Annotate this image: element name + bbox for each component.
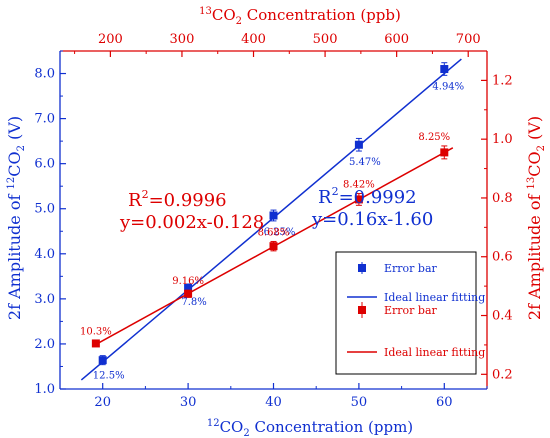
left-tick-label: 4.0 (34, 247, 55, 262)
red-data-point (91, 339, 100, 348)
right-tick-label: 1.0 (492, 132, 513, 147)
legend-item-red-fit: Ideal linear fitting (347, 346, 485, 359)
bottom-tick-label: 40 (265, 395, 282, 410)
legend-item-red-error-bar: Error bar (358, 302, 438, 318)
legend: Error bar Ideal linear fitting Error bar… (335, 251, 485, 375)
blue-data-point (440, 65, 449, 74)
right-axis: 0.2 0.4 0.6 0.8 1.0 1.2 (481, 50, 513, 382)
left-axis: 1.0 2.0 3.0 4.0 5.0 6.0 7.0 8.0 (34, 50, 66, 397)
bottom-tick-label: 60 (436, 395, 453, 410)
red-equation: y=0.002x-0.128 (119, 212, 264, 233)
red-r-squared: R2=0.9996 (128, 188, 227, 211)
blue-point-label: 6.25% (264, 227, 296, 238)
blue-point-label: 4.94% (432, 81, 464, 92)
bottom-tick-label: 30 (180, 395, 197, 410)
top-tick-label: 700 (456, 32, 481, 47)
red-point-label: 8.25% (418, 132, 450, 143)
left-tick-label: 2.0 (34, 337, 55, 352)
legend-blue-marker (358, 264, 366, 272)
top-tick-label: 600 (384, 32, 409, 47)
left-tick-label: 8.0 (34, 67, 55, 82)
bottom-tick-label: 50 (351, 395, 368, 410)
red-data-point (269, 242, 278, 251)
right-tick-label: 0.4 (492, 309, 513, 324)
blue-data-point (269, 211, 278, 220)
red-data-point (354, 195, 363, 204)
left-axis-title: 2f Amplitude of 12CO2 (V) (5, 116, 27, 320)
blue-point-label: 5.47% (349, 157, 381, 168)
legend-label: Ideal linear fitting (384, 291, 485, 304)
blue-point-label: 7.8% (181, 297, 206, 308)
left-tick-label: 1.0 (34, 382, 55, 397)
right-axis-title: 2f Amplitude of 13CO2 (V) (525, 116, 547, 320)
top-tick-label: 200 (98, 32, 123, 47)
right-tick-label: 0.2 (492, 367, 513, 382)
right-tick-label: 0.6 (492, 250, 513, 265)
legend-red-marker (358, 306, 366, 314)
red-point-label: 8.42% (343, 180, 375, 191)
right-tick-label: 0.8 (492, 191, 513, 206)
legend-item-blue-fit: Ideal linear fitting (347, 291, 485, 304)
left-tick-label: 5.0 (34, 202, 55, 217)
red-data-point (440, 148, 449, 157)
bottom-tick-label: 20 (94, 395, 111, 410)
blue-equation: y=0.16x-1.60 (311, 209, 433, 230)
red-point-label: 9.16% (172, 276, 204, 287)
top-tick-label: 500 (313, 32, 338, 47)
point-labels: 12.5% 7.8% 6.25% 5.47% 4.94% 10.3% 9.16% 8.68% 8… (80, 81, 464, 381)
legend-label: Error bar (384, 262, 438, 275)
red-data-point (184, 289, 193, 298)
legend-label: Ideal linear fitting (384, 346, 485, 359)
red-point-label: 10.3% (80, 327, 112, 338)
right-tick-label: 1.2 (492, 73, 513, 88)
data-points (91, 62, 449, 366)
bottom-axis-title: 12CO2 Concentration (ppm) (207, 418, 413, 438)
top-tick-label: 300 (170, 32, 195, 47)
left-tick-label: 3.0 (34, 292, 55, 307)
blue-data-point (354, 140, 363, 149)
blue-point-label: 12.5% (93, 371, 125, 382)
top-axis: 200 300 400 500 600 700 (74, 32, 481, 57)
left-tick-label: 6.0 (34, 157, 55, 172)
red-point-label: 8.68% (258, 227, 290, 238)
blue-r-squared: R2=0.9992 (318, 185, 417, 208)
left-tick-label: 7.0 (34, 112, 55, 127)
blue-data-point (184, 283, 193, 292)
blue-fit-line (80, 58, 462, 381)
bottom-axis: 20 30 40 50 60 (59, 383, 488, 410)
legend-item-blue-error-bar: Error bar (358, 262, 438, 275)
blue-data-point (98, 356, 107, 365)
legend-label: Error bar (384, 304, 438, 317)
top-axis-title: 13CO2 Concentration (ppb) (199, 6, 401, 27)
top-tick-label: 400 (241, 32, 266, 47)
